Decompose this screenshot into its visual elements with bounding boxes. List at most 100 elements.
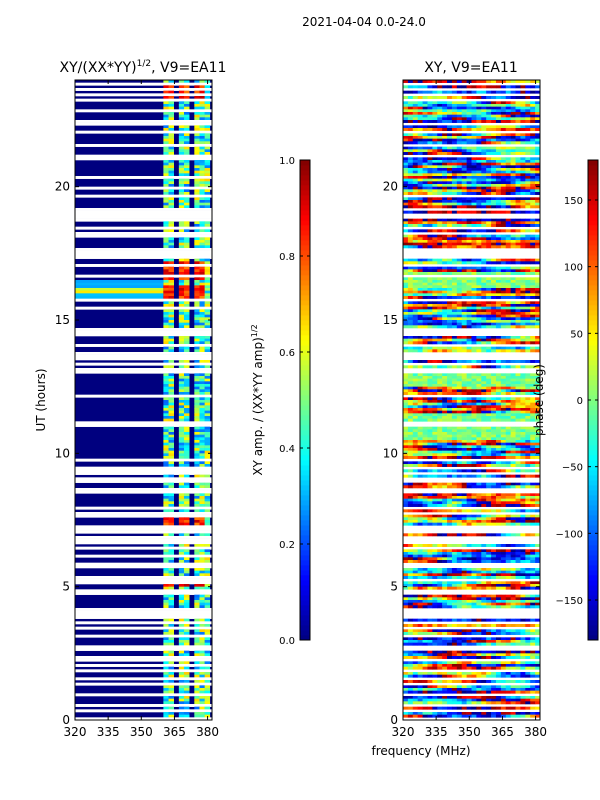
phase-cell — [481, 202, 487, 206]
phase-cell — [495, 290, 502, 294]
phase-cell — [500, 560, 507, 563]
phase-cell — [422, 474, 428, 478]
amplitude-cell — [199, 453, 205, 457]
phase-cell — [437, 266, 443, 270]
phase-cell — [491, 469, 497, 473]
amplitude-cell — [194, 600, 200, 603]
phase-cell — [510, 301, 516, 305]
phase-cell — [530, 456, 536, 459]
phase-cell — [466, 496, 472, 499]
phase-cell — [520, 509, 526, 513]
amplitude-cell — [184, 80, 190, 83]
phase-cell — [432, 397, 438, 401]
phase-cell — [535, 237, 541, 241]
phase-cell — [486, 453, 492, 457]
phase-cell — [515, 218, 521, 222]
phase-cell — [422, 346, 428, 350]
phase-cell — [456, 125, 463, 129]
phase-cell — [535, 320, 541, 323]
amplitude-cell — [194, 386, 200, 390]
phase-cell — [515, 485, 521, 489]
amplitude-cell — [194, 138, 200, 142]
amplitude-flag-row — [75, 621, 212, 625]
phase-cell — [476, 165, 482, 169]
phase-cell — [432, 117, 438, 121]
phase-cell — [486, 138, 492, 142]
phase-cell — [442, 261, 448, 265]
phase-cell — [442, 349, 448, 353]
phase-cell — [417, 453, 423, 457]
phase-cell — [491, 493, 497, 497]
amplitude-plot-frame — [74, 79, 213, 721]
phase-cell — [520, 173, 526, 177]
phase-cell — [403, 384, 409, 387]
amplitude-cell — [163, 309, 169, 313]
phase-cell — [407, 197, 414, 201]
phase-cell — [535, 386, 541, 390]
phase-cell — [427, 240, 433, 243]
phase-cell — [530, 325, 536, 329]
phase-cell — [515, 266, 521, 270]
amplitude-cell — [204, 376, 211, 379]
phase-cell — [515, 509, 521, 513]
phase-cell — [481, 170, 487, 174]
phase-cell — [515, 112, 521, 115]
amplitude-cell — [204, 400, 211, 403]
phase-cell — [525, 101, 531, 105]
phase-cell — [461, 149, 467, 153]
colorbar-band — [300, 500, 310, 506]
phase-cell — [442, 293, 448, 297]
phase-cell — [451, 397, 458, 401]
phase-cell — [530, 229, 536, 233]
phase-cell — [491, 272, 497, 275]
phase-cell — [451, 360, 458, 363]
phase-cell — [422, 405, 428, 409]
amplitude-cell — [194, 269, 200, 273]
phase-cell — [403, 442, 409, 446]
phase-cell — [486, 285, 492, 289]
phase-cell — [495, 320, 502, 323]
amplitude-cell — [194, 650, 200, 654]
phase-cell — [427, 197, 433, 201]
phase-cell — [442, 266, 448, 270]
phase-cell — [403, 514, 409, 518]
amplitude-cell — [178, 160, 185, 163]
phase-cell — [447, 240, 453, 243]
phase-cell — [447, 520, 453, 523]
phase-cell — [510, 189, 516, 193]
phase-cell — [422, 192, 428, 195]
phase-cell — [427, 120, 433, 123]
amplitude-cell — [199, 245, 205, 249]
phase-cell — [466, 285, 472, 289]
amplitude-cell — [178, 221, 185, 225]
phase-cell — [412, 306, 418, 310]
phase-cell — [447, 261, 453, 265]
phase-cell — [403, 485, 409, 489]
phase-cell — [437, 552, 443, 555]
phase-cell — [412, 202, 418, 206]
phase-cell — [491, 202, 497, 206]
amplitude-cell — [194, 618, 200, 622]
phase-cell — [495, 552, 502, 555]
amplitude-cell — [168, 189, 174, 193]
phase-cell — [466, 549, 472, 553]
amplitude-cell — [178, 128, 185, 131]
phase-cell — [437, 464, 443, 467]
amplitude-cell — [184, 573, 190, 577]
phase-cell — [451, 288, 458, 291]
phase-cell — [530, 242, 536, 246]
phase-cell — [403, 288, 409, 291]
phase-cell — [403, 96, 409, 99]
phase-cell — [486, 128, 492, 131]
phase-cell — [535, 277, 541, 281]
phase-cell — [456, 365, 463, 369]
amplitude-cell — [184, 504, 190, 507]
phase-cell — [417, 205, 423, 209]
phase-cell — [447, 461, 453, 465]
amplitude-cell — [163, 360, 169, 363]
phase-cell — [432, 160, 438, 163]
amplitude-cell — [163, 336, 169, 339]
phase-cell — [451, 400, 458, 403]
phase-cell — [500, 498, 507, 502]
